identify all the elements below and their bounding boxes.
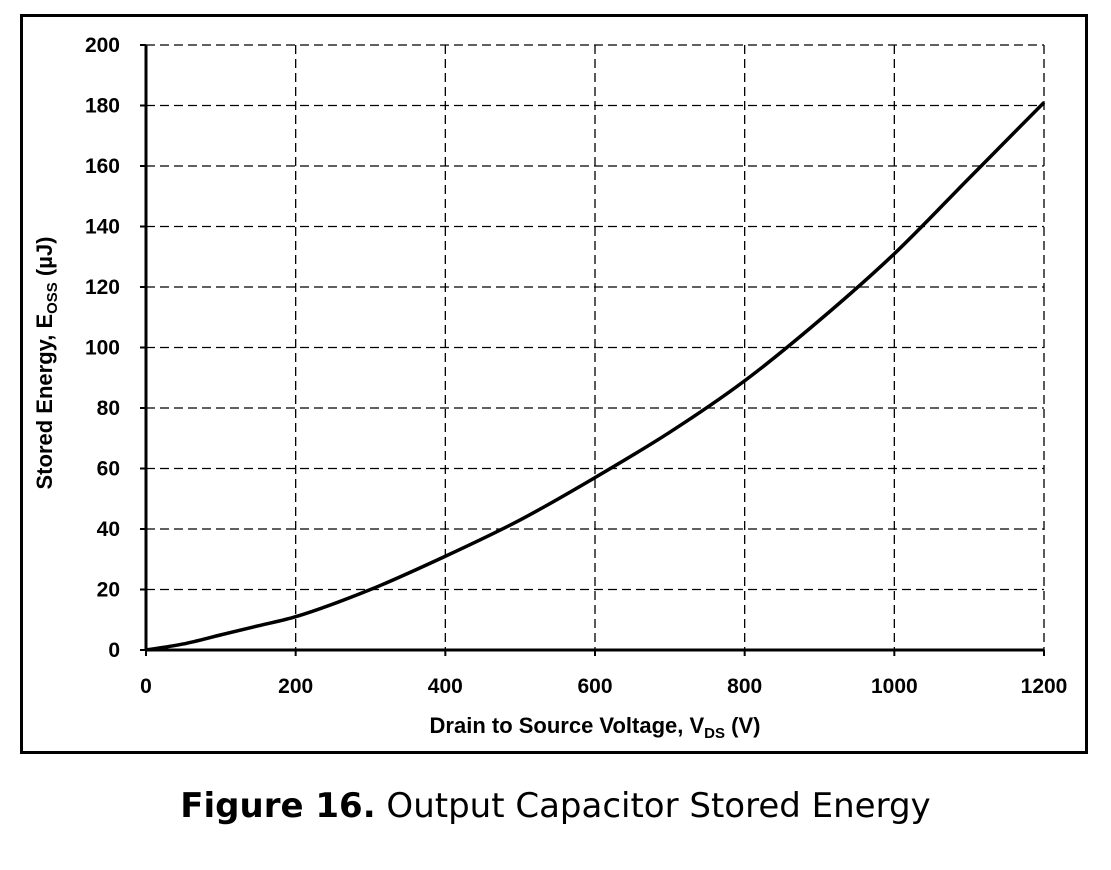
y-tick-label: 120 xyxy=(85,276,120,299)
y-axis-title: Stored Energy, EOSS (µJ) xyxy=(32,236,61,489)
figure-number: Figure 16. xyxy=(180,786,376,826)
y-tick-label: 160 xyxy=(85,155,120,178)
y-tick-label: 140 xyxy=(85,216,120,239)
x-tick-label: 0 xyxy=(140,675,152,698)
x-tick-label: 600 xyxy=(577,675,612,698)
y-tick-label: 180 xyxy=(85,95,120,118)
y-tick-label: 0 xyxy=(108,639,120,662)
x-tick-label: 400 xyxy=(428,675,463,698)
tick-labels: 0 200 400 600 800 1000 1200 0 20 40 60 80 100 120 140 1… xyxy=(85,34,1067,698)
x-tick-label: 800 xyxy=(727,675,762,698)
y-tick-label: 80 xyxy=(97,397,120,420)
chart-plot: 0 200 400 600 800 1000 1200 0 20 40 60 80 100 120 140 1… xyxy=(32,34,1067,742)
x-tick-label: 200 xyxy=(278,675,313,698)
chart-frame xyxy=(20,14,1088,754)
y-tick-label: 200 xyxy=(85,34,120,57)
y-tick-label: 20 xyxy=(97,579,120,602)
y-tick-label: 100 xyxy=(85,337,120,360)
x-tick-label: 1000 xyxy=(871,675,918,698)
figure-caption: Figure 16. Output Capacitor Stored Energ… xyxy=(0,786,1111,826)
x-axis-title: Drain to Source Voltage, VDS (V) xyxy=(430,713,761,742)
figure-title: Output Capacitor Stored Energy xyxy=(375,786,931,826)
y-tick-label: 40 xyxy=(97,518,120,541)
axes xyxy=(140,44,1045,656)
y-tick-label: 60 xyxy=(97,458,120,481)
x-tick-label: 1200 xyxy=(1021,675,1068,698)
energy-curve xyxy=(145,101,1046,652)
grid xyxy=(146,44,1045,650)
